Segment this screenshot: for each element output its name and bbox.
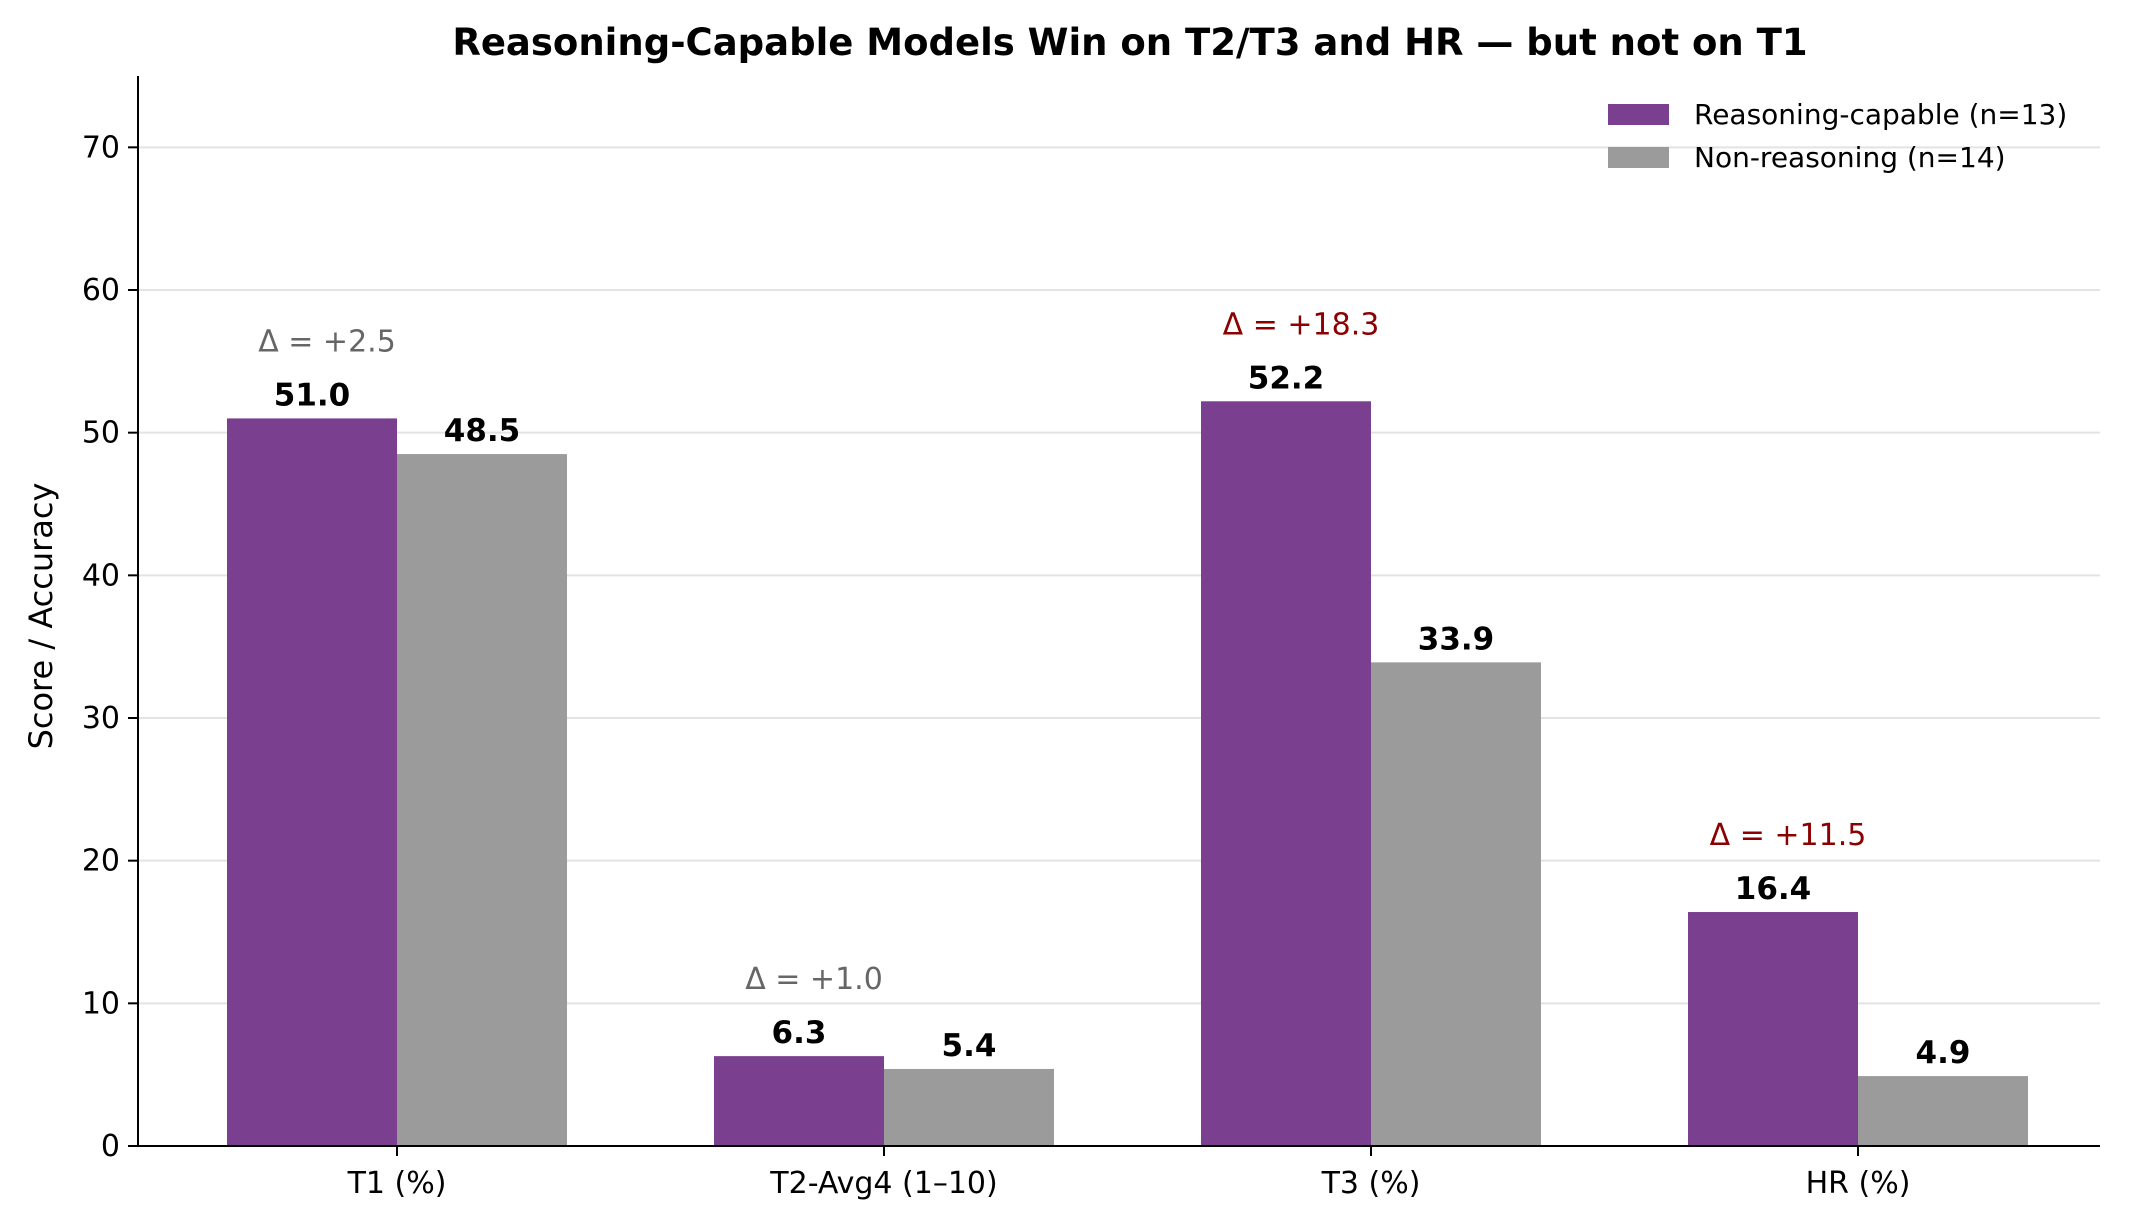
chart-title: Reasoning-Capable Models Win on T2/T3 an… [452,21,1807,64]
legend-swatch [1608,104,1669,125]
x-tick-label: T1 (%) [347,1166,447,1201]
delta-annotation: Δ = +2.5 [258,324,396,359]
axes [128,76,2100,1156]
y-tick-label: 40 [82,558,120,593]
y-axis-label: Score / Accuracy [22,483,60,750]
bar-value-label: 16.4 [1735,871,1812,907]
x-tick-label: T3 (%) [1321,1166,1421,1201]
legend-label: Reasoning-capable (n=13) [1694,98,2067,131]
bar-non-reasoning [1371,662,1541,1146]
y-tick-label: 0 [101,1129,120,1164]
y-tick-label: 20 [82,844,120,879]
bar-value-label: 4.9 [1916,1035,1971,1071]
bars [227,401,2028,1147]
legend-label: Non-reasoning (n=14) [1694,141,2006,174]
labels: 0 10 20 30 40 50 60 70 51.0 48.5 T1 (%) Δ = +2.5 6.3… [82,130,1971,1201]
bar-non-reasoning [1858,1076,2028,1146]
bar-non-reasoning [397,454,567,1147]
delta-annotation: Δ = +11.5 [1710,818,1867,853]
delta-annotation: Δ = +1.0 [745,962,883,997]
legend: Reasoning-capable (n=13) Non-reasoning (n… [1608,98,2067,174]
y-tick-label: 10 [82,986,120,1021]
legend-swatch [1608,147,1669,168]
bar-reasoning [1688,912,1858,1146]
x-tick-label: T2-Avg4 (1–10) [769,1166,997,1201]
bar-value-label: 51.0 [274,377,351,413]
y-tick-label: 30 [82,701,120,736]
bar-value-label: 33.9 [1418,621,1495,657]
bar-reasoning [227,418,397,1146]
x-tick-label: HR (%) [1806,1166,1911,1201]
y-tick-label: 60 [82,273,120,308]
bar-value-label: 52.2 [1248,360,1325,396]
bar-reasoning [1201,401,1371,1146]
delta-annotation: Δ = +18.3 [1223,307,1380,342]
y-tick-label: 70 [82,130,120,165]
bar-value-label: 48.5 [444,413,521,449]
y-tick-label: 50 [82,416,120,451]
bar-value-label: 5.4 [942,1028,997,1064]
bar-non-reasoning [884,1068,1054,1146]
bar-value-label: 6.3 [772,1015,827,1051]
bar-reasoning [714,1056,884,1146]
